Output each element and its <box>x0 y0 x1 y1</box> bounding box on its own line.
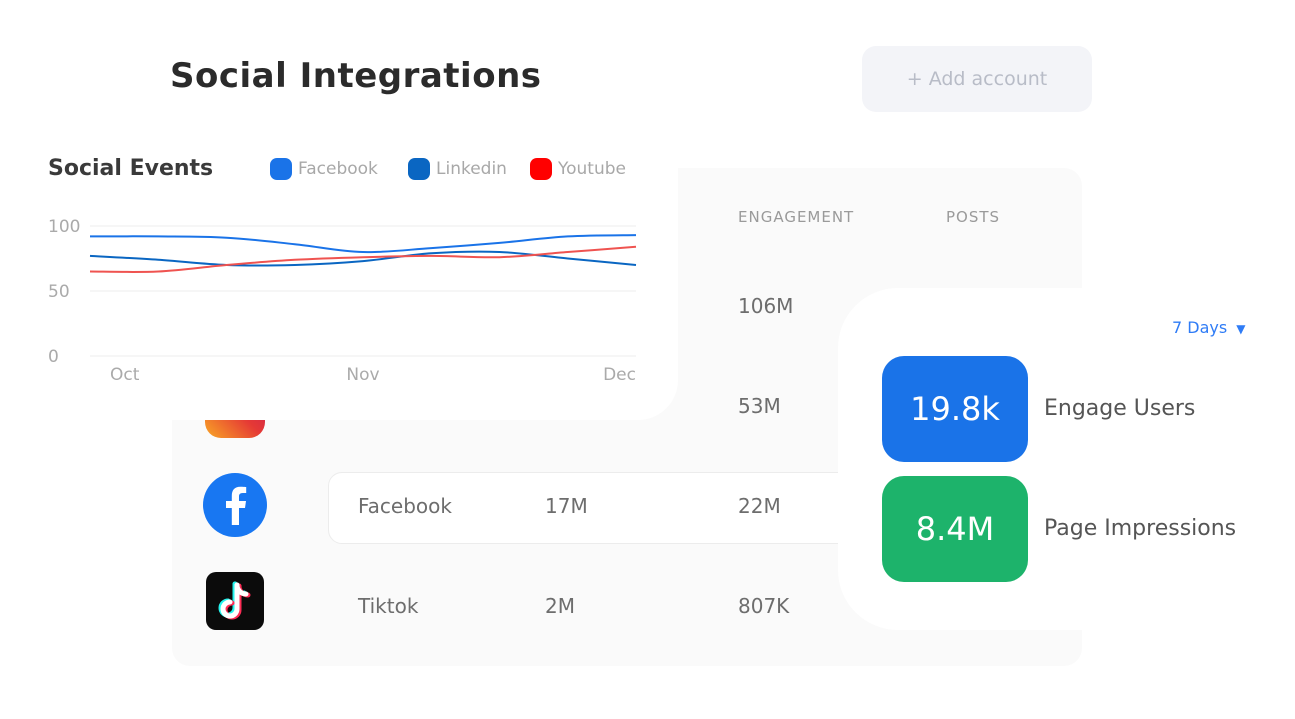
legend-item-linkedin[interactable]: Linkedin <box>408 158 507 180</box>
stat-tile-engage-users: 19.8k <box>882 356 1028 462</box>
stat-label-engage-users: Engage Users <box>1044 396 1196 421</box>
legend-swatch-linkedin <box>408 158 430 180</box>
legend-item-youtube[interactable]: Youtube <box>530 158 626 180</box>
table-cell-name: Facebook <box>358 494 452 518</box>
table-cell-followers: 17M <box>545 494 588 518</box>
y-tick-label: 0 <box>48 347 59 367</box>
tiktok-icon <box>206 572 264 630</box>
legend-label: Facebook <box>298 159 378 179</box>
legend-item-facebook[interactable]: Facebook <box>270 158 378 180</box>
column-header-posts: POSTS <box>946 208 1001 226</box>
legend-swatch-facebook <box>270 158 292 180</box>
table-cell-engagement: 53M <box>738 394 781 418</box>
range-dropdown[interactable]: 7 Days ▼ <box>1172 318 1246 337</box>
table-cell-engagement: 807K <box>738 594 790 618</box>
y-tick-label: 100 <box>48 217 80 237</box>
x-tick-label: Oct <box>110 365 140 385</box>
stat-label-page-impressions: Page Impressions <box>1044 516 1237 541</box>
series-line-facebook <box>89 234 637 254</box>
add-account-button[interactable]: + Add account <box>862 46 1092 112</box>
table-cell-followers: 2M <box>545 594 575 618</box>
y-tick-label: 50 <box>48 282 70 302</box>
legend-swatch-youtube <box>530 158 552 180</box>
x-tick-label: Dec <box>603 365 636 385</box>
table-cell-engagement: 106M <box>738 294 794 318</box>
social-events-chart: 100 50 0 Oct Nov Dec <box>48 217 637 385</box>
column-header-engagement: ENGAGEMENT <box>738 208 855 226</box>
x-tick-label: Nov <box>346 365 379 385</box>
legend-label: Youtube <box>558 159 626 179</box>
social-events-card <box>0 128 678 420</box>
page-title: Social Integrations <box>170 56 542 96</box>
stat-tile-page-impressions: 8.4M <box>882 476 1028 582</box>
series-line-youtube <box>89 245 637 273</box>
series-line-linkedin <box>89 250 637 267</box>
facebook-icon <box>203 473 267 537</box>
chevron-down-icon: ▼ <box>1236 322 1246 336</box>
table-cell-engagement: 22M <box>738 494 781 518</box>
range-dropdown-label: 7 Days <box>1172 318 1228 337</box>
table-cell-name: Tiktok <box>358 594 419 618</box>
table-row-highlight[interactable] <box>328 472 930 544</box>
chart-title: Social Events <box>48 156 214 181</box>
legend-label: Linkedin <box>436 159 507 179</box>
